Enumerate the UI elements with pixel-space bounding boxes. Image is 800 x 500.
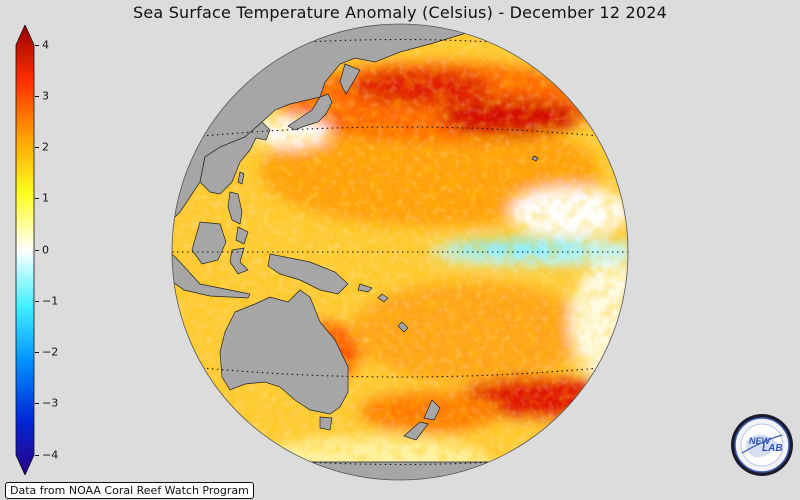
- colorbar-tick: [35, 198, 39, 199]
- colorbar-tick: [35, 352, 39, 353]
- colorbar-tick-label: −2: [42, 345, 59, 359]
- colorbar-tick-label: −1: [42, 294, 59, 308]
- colorbar-tick-label: −4: [42, 448, 59, 462]
- colorbar-tick-label: 1: [42, 191, 49, 205]
- colorbar-tick-label: −3: [42, 396, 59, 410]
- colorbar-tick: [35, 45, 39, 46]
- colorbar-gradient: [15, 25, 35, 475]
- colorbar-tick: [35, 147, 39, 148]
- colorbar-tick: [35, 403, 39, 404]
- colorbar-tick: [35, 96, 39, 97]
- colorbar-tick-label: 2: [42, 140, 49, 154]
- colorbar-tick: [35, 250, 39, 251]
- data-credit: Data from NOAA Coral Reef Watch Program: [5, 482, 254, 499]
- colorbar-tick-label: 0: [42, 243, 49, 257]
- globe-map: [171, 23, 629, 481]
- logo-text-right: LAB: [762, 443, 783, 454]
- logo-text-left: NEW: [749, 436, 772, 446]
- latitude-lines: [172, 38, 628, 466]
- page-title: Sea Surface Temperature Anomaly (Celsius…: [133, 3, 667, 22]
- colorbar-tick: [35, 301, 39, 302]
- colorbar-tick: [35, 455, 39, 456]
- colorbar-tick-label: 3: [42, 89, 49, 103]
- colorbar-tick-label: 4: [42, 38, 49, 52]
- newlab-logo: NEW LAB: [731, 414, 793, 476]
